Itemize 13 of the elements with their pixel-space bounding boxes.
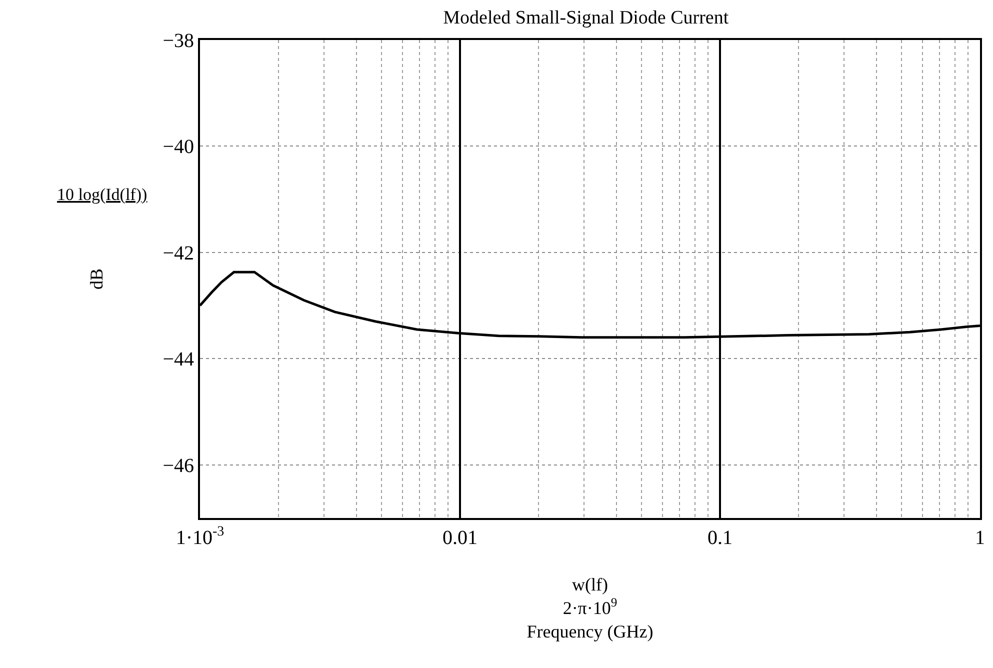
y-tick-label: −46 <box>162 454 194 477</box>
text: 10 log(Id(lf)) <box>57 185 148 204</box>
y-tick-label: −38 <box>162 30 194 52</box>
chart-title: Modeled Small-Signal Diode Current <box>443 7 730 28</box>
y-tick-label: −44 <box>162 348 194 371</box>
x-tick-label: 0.01 <box>442 527 478 549</box>
y-tick-label: −42 <box>162 242 194 264</box>
x-tick-label: 1·10$^{-3}$ <box>176 524 224 549</box>
x-axis-title: w(lf) 2·π·10$^{9}$ Frequency (GHz) <box>526 574 654 642</box>
x-tick-label: 0.1 <box>708 527 732 549</box>
y-axis-title: dB <box>86 268 106 290</box>
y-tick-label: −40 <box>162 136 194 158</box>
x-tick-label: 1 <box>975 527 985 549</box>
